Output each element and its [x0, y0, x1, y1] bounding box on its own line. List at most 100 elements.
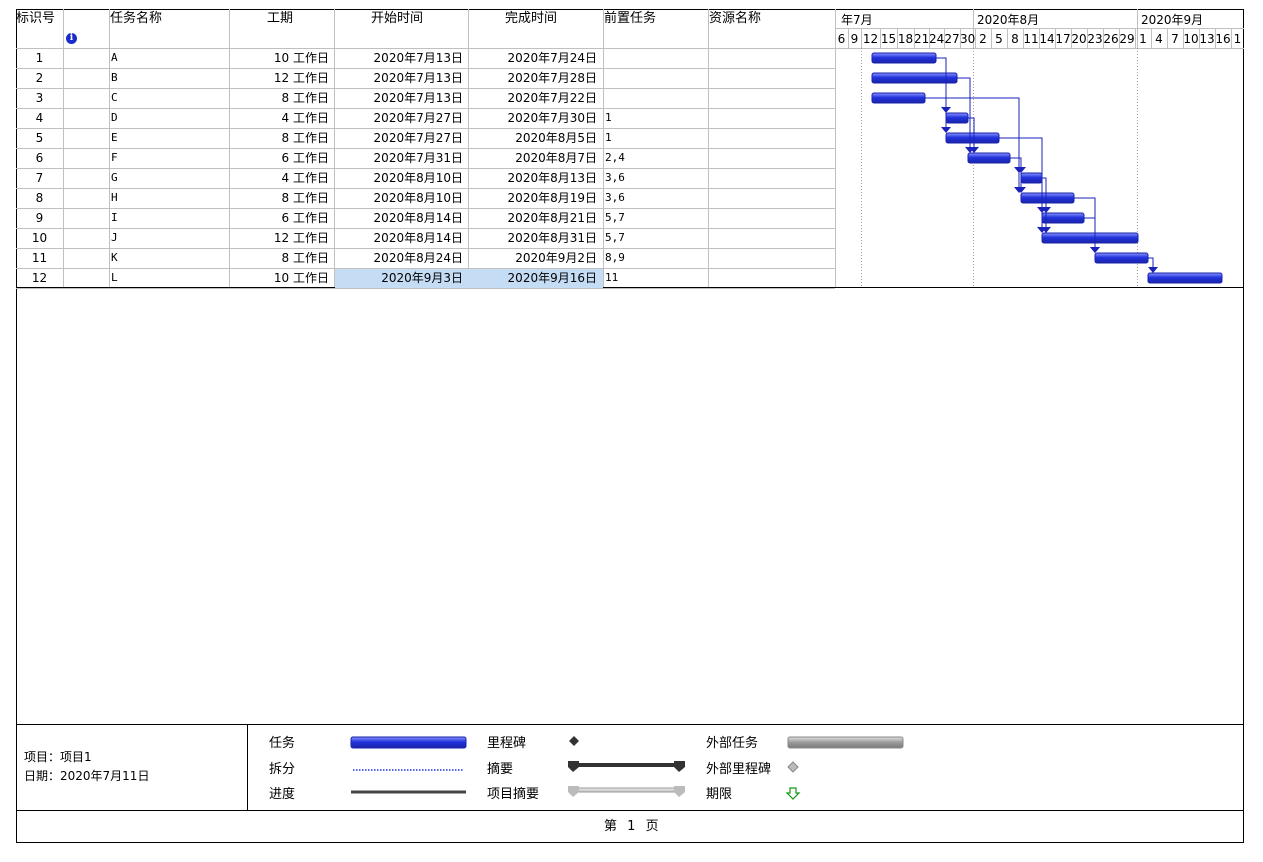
timescale-month: 2020年8月 [977, 13, 1040, 27]
cell-finish[interactable]: 2020年9月2日 [515, 251, 597, 265]
col-header-name[interactable]: 任务名称 [110, 11, 163, 26]
cell-name[interactable]: C [111, 91, 118, 104]
cell-finish[interactable]: 2020年8月13日 [507, 171, 597, 185]
cell-start[interactable]: 2020年7月13日 [373, 71, 463, 85]
col-header-id[interactable]: 标识号 [16, 11, 56, 26]
cell-predecessors[interactable]: 8,9 [605, 251, 625, 264]
row-divider [16, 108, 835, 109]
selected-cells [335, 269, 603, 288]
cell-duration[interactable]: 4 工作日 [281, 171, 329, 185]
cell-name[interactable]: E [111, 131, 118, 144]
cell-finish[interactable]: 2020年7月30日 [507, 111, 597, 125]
cell-start[interactable]: 2020年7月31日 [373, 151, 463, 165]
cell-duration[interactable]: 4 工作日 [281, 111, 329, 125]
cell-id[interactable]: 4 [35, 111, 44, 125]
cell-predecessors[interactable]: 2,4 [605, 151, 625, 164]
day-divider [897, 28, 898, 48]
cell-predecessors[interactable]: 3,6 [605, 171, 625, 184]
cell-duration[interactable]: 8 工作日 [281, 91, 329, 105]
cell-finish[interactable]: 2020年9月16日 [507, 271, 597, 285]
cell-duration[interactable]: 8 工作日 [281, 131, 329, 145]
cell-duration[interactable]: 6 工作日 [281, 151, 329, 165]
cell-name[interactable]: G [111, 171, 118, 184]
cell-finish[interactable]: 2020年8月7日 [515, 151, 597, 165]
cell-name[interactable]: B [111, 71, 118, 84]
col-header-start[interactable]: 开始时间 [371, 11, 424, 26]
cell-start[interactable]: 2020年7月27日 [373, 111, 463, 125]
cell-name[interactable]: D [111, 111, 118, 124]
cell-id[interactable]: 2 [35, 71, 44, 85]
timescale-day: 24 [929, 32, 945, 46]
cell-id[interactable]: 5 [35, 131, 44, 145]
cell-duration[interactable]: 10 工作日 [273, 51, 329, 65]
cell-start[interactable]: 2020年8月24日 [373, 251, 463, 265]
dependency-arrow [1090, 247, 1100, 253]
col-header-resource[interactable]: 资源名称 [709, 11, 762, 26]
cell-predecessors[interactable]: 5,7 [605, 211, 625, 224]
cell-duration[interactable]: 10 工作日 [273, 271, 329, 285]
dependency-arrow [1148, 267, 1158, 273]
cell-id[interactable]: 11 [31, 251, 48, 265]
cell-name[interactable]: I [111, 211, 118, 224]
row-divider [16, 228, 835, 229]
cell-id[interactable]: 8 [35, 191, 44, 205]
cell-start[interactable]: 2020年8月14日 [373, 211, 463, 225]
legend-summary-label: 摘要 [487, 762, 514, 777]
cell-predecessors[interactable]: 11 [605, 271, 619, 284]
cell-duration[interactable]: 12 工作日 [273, 71, 329, 85]
cell-duration[interactable]: 12 工作日 [273, 231, 329, 245]
cell-duration[interactable]: 8 工作日 [281, 251, 329, 265]
cell-finish[interactable]: 2020年8月5日 [515, 131, 597, 145]
cell-start[interactable]: 2020年7月13日 [373, 91, 463, 105]
cell-finish[interactable]: 2020年8月19日 [507, 191, 597, 205]
timescale-day: 6 [837, 32, 846, 46]
cell-predecessors[interactable]: 1 [605, 111, 612, 124]
timescale-month: 年7月 [841, 13, 873, 27]
cell-start[interactable]: 2020年9月3日 [381, 271, 463, 285]
cell-name[interactable]: L [111, 271, 118, 284]
legend-external-milestone-label: 外部里程碑 [706, 762, 772, 777]
cell-id[interactable]: 7 [35, 171, 44, 185]
cell-start[interactable]: 2020年7月13日 [373, 51, 463, 65]
column-divider [835, 9, 836, 287]
timescale-day: 9 [850, 32, 859, 46]
cell-finish[interactable]: 2020年7月22日 [507, 91, 597, 105]
cell-id[interactable]: 10 [31, 231, 48, 245]
cell-finish[interactable]: 2020年7月28日 [507, 71, 597, 85]
timescale-day: 20 [1071, 32, 1087, 46]
legend-milestone-diamond [569, 736, 579, 746]
col-header-finish[interactable]: 完成时间 [505, 11, 558, 26]
cell-duration[interactable]: 8 工作日 [281, 191, 329, 205]
cell-duration[interactable]: 6 工作日 [281, 211, 329, 225]
col-header-duration[interactable]: 工期 [267, 11, 294, 26]
cell-name[interactable]: A [111, 51, 118, 64]
timescale-day: 21 [914, 32, 930, 46]
cell-finish[interactable]: 2020年7月24日 [507, 51, 597, 65]
cell-predecessors[interactable]: 5,7 [605, 231, 625, 244]
timescale-day: 7 [1171, 32, 1179, 46]
cell-id[interactable]: 1 [35, 51, 44, 65]
cell-predecessors[interactable]: 1 [605, 131, 612, 144]
legend-symbols [350, 736, 904, 800]
cell-start[interactable]: 2020年8月10日 [373, 171, 463, 185]
cell-name[interactable]: K [111, 251, 118, 264]
info-icon[interactable]: i [66, 33, 77, 44]
cell-id[interactable]: 9 [35, 211, 44, 225]
dependency-link [1010, 157, 1022, 187]
cell-name[interactable]: H [111, 191, 118, 204]
cell-start[interactable]: 2020年7月27日 [373, 131, 463, 145]
cell-name[interactable]: J [111, 231, 118, 244]
gantt-task-bar [871, 92, 926, 104]
cell-predecessors[interactable]: 3,6 [605, 191, 625, 204]
cell-id[interactable]: 3 [35, 91, 44, 105]
cell-start[interactable]: 2020年8月10日 [373, 191, 463, 205]
cell-id[interactable]: 6 [35, 151, 44, 165]
legend-task-label: 任务 [269, 736, 296, 751]
cell-finish[interactable]: 2020年8月21日 [507, 211, 597, 225]
col-header-predecessors[interactable]: 前置任务 [604, 11, 657, 26]
cell-finish[interactable]: 2020年8月31日 [507, 231, 597, 245]
cell-name[interactable]: F [111, 151, 118, 164]
day-divider [880, 28, 881, 48]
cell-start[interactable]: 2020年8月14日 [373, 231, 463, 245]
cell-id[interactable]: 12 [31, 271, 48, 285]
